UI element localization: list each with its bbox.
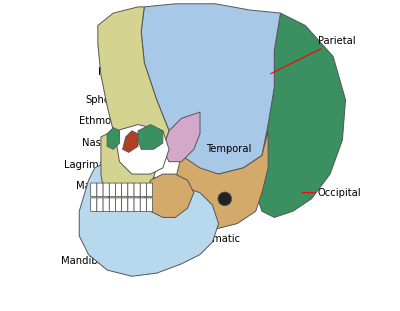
Polygon shape — [175, 131, 268, 230]
FancyBboxPatch shape — [122, 183, 128, 197]
FancyBboxPatch shape — [91, 198, 97, 211]
FancyBboxPatch shape — [97, 198, 103, 211]
FancyBboxPatch shape — [140, 183, 146, 197]
FancyBboxPatch shape — [109, 198, 116, 211]
Text: Maxilla: Maxilla — [76, 175, 129, 192]
Polygon shape — [107, 128, 120, 149]
Polygon shape — [163, 112, 200, 162]
Polygon shape — [116, 124, 169, 174]
Circle shape — [218, 192, 232, 206]
Text: Temporal: Temporal — [206, 144, 252, 154]
FancyBboxPatch shape — [134, 183, 140, 197]
FancyBboxPatch shape — [128, 198, 134, 211]
Text: Nasal: Nasal — [82, 138, 135, 148]
Text: Frontal: Frontal — [98, 67, 145, 86]
FancyBboxPatch shape — [146, 183, 153, 197]
FancyBboxPatch shape — [103, 198, 109, 211]
FancyBboxPatch shape — [128, 183, 134, 197]
FancyBboxPatch shape — [122, 198, 128, 211]
FancyBboxPatch shape — [109, 183, 116, 197]
Text: Zygomatic: Zygomatic — [183, 201, 241, 244]
Polygon shape — [256, 13, 346, 217]
FancyBboxPatch shape — [103, 183, 109, 197]
FancyBboxPatch shape — [97, 183, 103, 197]
FancyBboxPatch shape — [134, 198, 140, 211]
Polygon shape — [98, 7, 169, 168]
Text: Ethmoid: Ethmoid — [79, 116, 148, 133]
FancyBboxPatch shape — [116, 183, 122, 197]
Polygon shape — [141, 4, 280, 174]
Text: Mandible: Mandible — [61, 249, 123, 266]
Text: Sphenoid: Sphenoid — [86, 95, 160, 123]
Text: Occipital: Occipital — [302, 188, 361, 198]
FancyBboxPatch shape — [116, 198, 122, 211]
Text: Parietal: Parietal — [271, 36, 355, 74]
FancyBboxPatch shape — [140, 198, 146, 211]
Polygon shape — [101, 131, 157, 205]
FancyBboxPatch shape — [146, 198, 153, 211]
Polygon shape — [138, 124, 163, 149]
Polygon shape — [144, 174, 194, 217]
Polygon shape — [122, 131, 138, 152]
Polygon shape — [79, 162, 218, 276]
FancyBboxPatch shape — [91, 183, 97, 197]
Text: Lagrimal: Lagrimal — [64, 156, 138, 170]
